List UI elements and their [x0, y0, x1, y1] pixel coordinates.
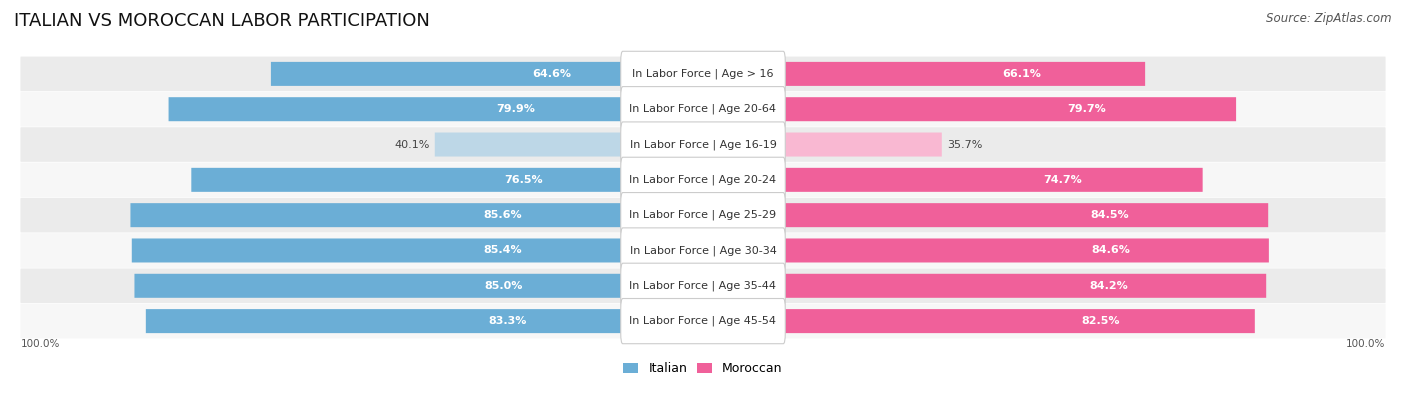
FancyBboxPatch shape — [620, 157, 786, 203]
FancyBboxPatch shape — [271, 62, 703, 86]
FancyBboxPatch shape — [703, 168, 1202, 192]
FancyBboxPatch shape — [703, 203, 1268, 227]
Text: 35.7%: 35.7% — [948, 139, 983, 150]
Text: In Labor Force | Age 16-19: In Labor Force | Age 16-19 — [630, 139, 776, 150]
FancyBboxPatch shape — [620, 299, 786, 344]
Text: In Labor Force | Age 25-29: In Labor Force | Age 25-29 — [630, 210, 776, 220]
Text: 85.4%: 85.4% — [484, 245, 523, 256]
Text: 84.6%: 84.6% — [1091, 245, 1130, 256]
Text: 76.5%: 76.5% — [505, 175, 543, 185]
FancyBboxPatch shape — [21, 269, 1385, 303]
FancyBboxPatch shape — [169, 97, 703, 121]
FancyBboxPatch shape — [21, 198, 1385, 233]
FancyBboxPatch shape — [703, 132, 942, 156]
FancyBboxPatch shape — [703, 239, 1268, 263]
FancyBboxPatch shape — [132, 239, 703, 263]
Text: In Labor Force | Age > 16: In Labor Force | Age > 16 — [633, 69, 773, 79]
FancyBboxPatch shape — [703, 309, 1254, 333]
Text: 82.5%: 82.5% — [1081, 316, 1119, 326]
FancyBboxPatch shape — [21, 92, 1385, 126]
Text: 79.9%: 79.9% — [496, 104, 536, 114]
Text: 84.2%: 84.2% — [1090, 281, 1128, 291]
FancyBboxPatch shape — [21, 56, 1385, 91]
FancyBboxPatch shape — [135, 274, 703, 298]
Text: 79.7%: 79.7% — [1067, 104, 1107, 114]
Text: In Labor Force | Age 35-44: In Labor Force | Age 35-44 — [630, 280, 776, 291]
FancyBboxPatch shape — [620, 192, 786, 238]
Text: 85.0%: 85.0% — [485, 281, 523, 291]
Text: Source: ZipAtlas.com: Source: ZipAtlas.com — [1267, 12, 1392, 25]
Text: In Labor Force | Age 45-54: In Labor Force | Age 45-54 — [630, 316, 776, 326]
FancyBboxPatch shape — [620, 263, 786, 308]
FancyBboxPatch shape — [703, 274, 1267, 298]
FancyBboxPatch shape — [434, 132, 703, 156]
Text: 84.5%: 84.5% — [1091, 210, 1129, 220]
Text: 66.1%: 66.1% — [1002, 69, 1040, 79]
Text: In Labor Force | Age 20-64: In Labor Force | Age 20-64 — [630, 104, 776, 115]
Text: 74.7%: 74.7% — [1043, 175, 1083, 185]
Legend: Italian, Moroccan: Italian, Moroccan — [619, 357, 787, 380]
Text: 40.1%: 40.1% — [394, 139, 429, 150]
FancyBboxPatch shape — [620, 228, 786, 273]
FancyBboxPatch shape — [21, 162, 1385, 197]
Text: 83.3%: 83.3% — [489, 316, 527, 326]
FancyBboxPatch shape — [703, 97, 1236, 121]
FancyBboxPatch shape — [131, 203, 703, 227]
Text: In Labor Force | Age 20-24: In Labor Force | Age 20-24 — [630, 175, 776, 185]
FancyBboxPatch shape — [620, 87, 786, 132]
FancyBboxPatch shape — [191, 168, 703, 192]
FancyBboxPatch shape — [21, 127, 1385, 162]
FancyBboxPatch shape — [703, 62, 1144, 86]
Text: In Labor Force | Age 30-34: In Labor Force | Age 30-34 — [630, 245, 776, 256]
Text: 100.0%: 100.0% — [1346, 339, 1385, 349]
Text: 100.0%: 100.0% — [21, 339, 60, 349]
Text: 85.6%: 85.6% — [484, 210, 522, 220]
Text: 64.6%: 64.6% — [533, 69, 571, 79]
FancyBboxPatch shape — [21, 233, 1385, 268]
FancyBboxPatch shape — [21, 304, 1385, 339]
FancyBboxPatch shape — [620, 122, 786, 167]
Text: ITALIAN VS MOROCCAN LABOR PARTICIPATION: ITALIAN VS MOROCCAN LABOR PARTICIPATION — [14, 12, 430, 30]
FancyBboxPatch shape — [620, 51, 786, 96]
FancyBboxPatch shape — [146, 309, 703, 333]
